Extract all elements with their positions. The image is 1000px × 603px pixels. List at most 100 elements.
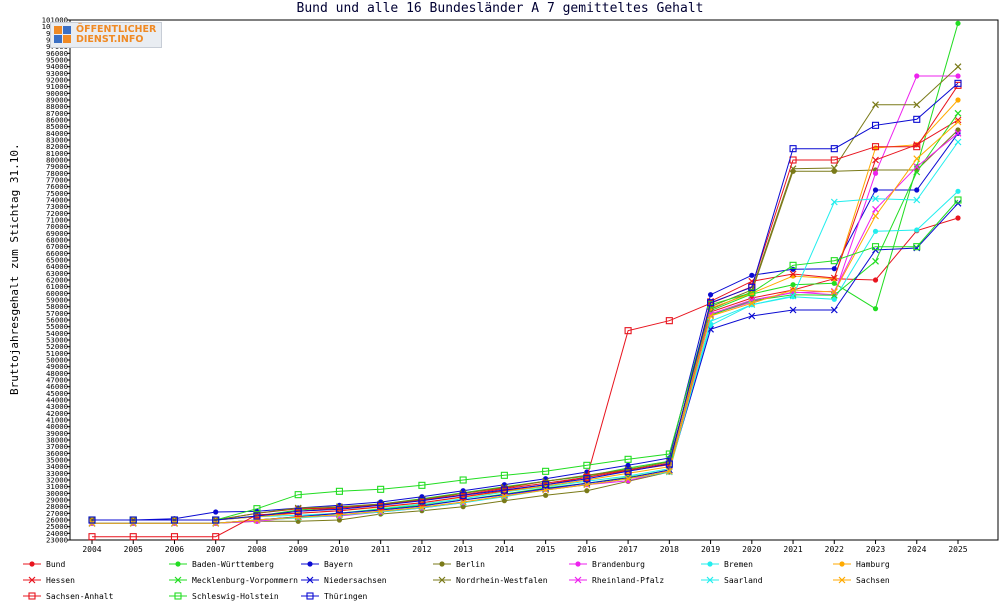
y-tick-label: 34000 — [46, 462, 68, 471]
legend-label: Thüringen — [324, 591, 368, 601]
logo-icon — [54, 26, 72, 44]
data-point — [212, 516, 220, 524]
x-tick-label: 2010 — [330, 545, 349, 554]
data-point — [294, 513, 302, 521]
data-point — [872, 195, 879, 203]
data-point — [665, 467, 673, 475]
data-point — [665, 460, 673, 468]
site-logo: ÖFFENTLICHER DIENST.INFO — [50, 22, 162, 48]
legend-swatch — [301, 592, 319, 600]
y-tick-label: 44000 — [46, 396, 68, 405]
series-line-thüringen — [92, 82, 959, 521]
x-tick-label: 2019 — [701, 545, 720, 554]
y-tick-label: 25000 — [46, 522, 68, 531]
y-tick-label: 91000 — [46, 82, 68, 91]
data-point — [707, 292, 714, 298]
data-point — [500, 486, 508, 494]
data-point — [707, 312, 714, 320]
data-point — [914, 187, 920, 193]
y-tick-label: 65000 — [46, 256, 68, 265]
legend-swatch — [23, 576, 41, 584]
legend-label: Hamburg — [856, 559, 890, 569]
data-point — [213, 509, 219, 515]
x-tick-label: 2017 — [618, 545, 637, 554]
data-point — [831, 280, 837, 286]
x-tick-label: 2020 — [742, 545, 761, 554]
y-tick-label: 26000 — [46, 516, 68, 525]
y-tick-label: 43000 — [46, 402, 68, 411]
data-point — [913, 168, 921, 176]
y-tick-label: 72000 — [46, 209, 68, 218]
data-point — [872, 212, 879, 220]
data-point — [872, 277, 879, 283]
y-tick-label: 96000 — [46, 49, 68, 58]
data-point — [954, 63, 962, 71]
y-tick-label: 46000 — [46, 382, 68, 391]
data-point — [872, 228, 879, 234]
legend-item: Niedersachsen — [300, 573, 387, 587]
x-tick-label: 2013 — [454, 545, 473, 554]
y-tick-label: 84000 — [46, 129, 68, 138]
series-line-baden-württemberg — [92, 23, 959, 521]
y-tick-label: 31000 — [46, 482, 68, 491]
legend-item: Schleswig-Holstein — [168, 589, 279, 603]
y-tick-label: 41000 — [46, 416, 68, 425]
data-point — [954, 118, 962, 126]
y-axis-label: Bruttojahresgehalt zum Stichtag 31.10. — [8, 143, 21, 395]
data-point — [830, 306, 838, 314]
data-point — [748, 283, 756, 291]
legend-item: Bayern — [300, 557, 353, 571]
data-point — [871, 243, 880, 251]
data-point — [954, 109, 962, 117]
x-tick-label: 2024 — [907, 545, 926, 554]
data-point — [830, 274, 838, 282]
data-point — [88, 516, 96, 524]
legend-label: Baden-Württemberg — [192, 559, 274, 569]
data-point — [377, 501, 385, 509]
y-tick-label: 70000 — [46, 222, 68, 231]
data-point — [830, 257, 838, 265]
data-point — [955, 73, 961, 79]
data-point — [789, 261, 797, 269]
data-point — [459, 491, 467, 499]
legend-label: Saarland — [724, 575, 763, 585]
series-line-nordrhein-westfalen — [92, 66, 959, 521]
data-point — [253, 505, 261, 513]
y-tick-label: 83000 — [46, 136, 68, 145]
y-tick-label: 38000 — [46, 436, 68, 445]
x-tick-label: 2006 — [165, 545, 184, 554]
data-point — [336, 517, 343, 523]
y-tick-label: 89000 — [46, 96, 68, 105]
y-tick-label: 79000 — [46, 162, 68, 171]
legend-item: Saarland — [700, 573, 763, 587]
data-point — [955, 97, 961, 103]
data-point — [583, 461, 591, 469]
y-tick-label: 77000 — [46, 176, 68, 185]
data-point — [294, 491, 302, 499]
legend-item: Sachsen-Anhalt — [22, 589, 113, 603]
data-point — [170, 516, 179, 524]
y-tick-label: 71000 — [46, 216, 68, 225]
y-tick-label: 93000 — [46, 69, 68, 78]
data-point — [955, 20, 961, 26]
y-tick-label: 86000 — [46, 116, 68, 125]
y-tick-label: 30000 — [46, 489, 68, 498]
chart-title: Bund und alle 16 Bundesländer A 7 gemitt… — [296, 1, 704, 16]
legend-label: Sachsen-Anhalt — [46, 591, 114, 601]
data-point — [955, 215, 961, 221]
y-tick-label: 32000 — [46, 476, 68, 485]
data-point — [543, 492, 549, 498]
data-point — [500, 471, 508, 479]
data-point — [954, 138, 962, 146]
y-tick-label: 59000 — [46, 296, 68, 305]
x-tick-label: 2009 — [289, 545, 308, 554]
legend-swatch — [701, 576, 719, 584]
series-line-bayern — [92, 133, 959, 521]
data-point — [170, 533, 179, 541]
x-tick-label: 2023 — [866, 545, 885, 554]
series-line-brandenburg — [92, 75, 958, 524]
x-tick-label: 2015 — [536, 545, 555, 554]
data-point — [418, 497, 426, 505]
y-tick-label: 24000 — [46, 529, 68, 538]
y-tick-label: 33000 — [46, 469, 68, 478]
